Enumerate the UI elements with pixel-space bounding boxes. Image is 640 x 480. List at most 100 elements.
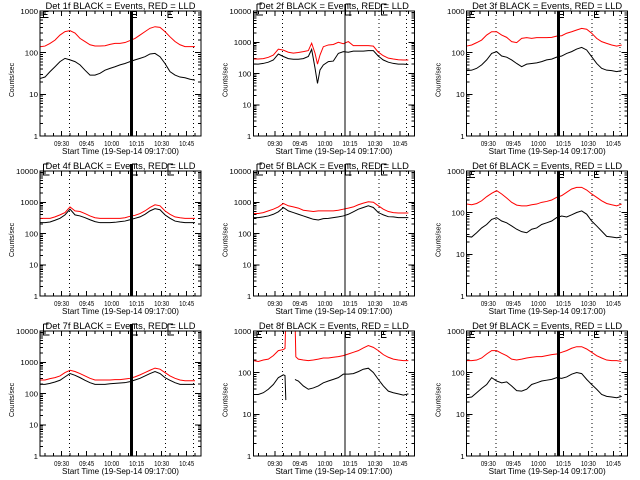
x-axis-label: Start Time (19-Sep-14 09:17:00) (489, 307, 606, 316)
y-axis-label: Counts/sec (7, 383, 16, 417)
x-tick-label: 10:30 (581, 139, 596, 148)
flag-marker (43, 323, 50, 336)
flag-marker (345, 3, 352, 16)
y-tick-label: 10 (243, 261, 252, 270)
y-tick-label: 1 (247, 452, 251, 461)
series-events-line (40, 52, 196, 81)
y-tick-label: 1000 (447, 7, 465, 16)
x-tick-label: 09:45 (293, 459, 308, 468)
plot-frame (466, 330, 629, 457)
x-tick-label: 09:45 (79, 459, 94, 468)
y-tick-label: 1000 (234, 38, 252, 47)
y-axis-label: Counts/sec (7, 223, 16, 257)
series-lld-line (40, 26, 195, 48)
chart-title: Det 6f BLACK = Events, RED = LLD (472, 161, 623, 171)
panel-9: Det 9f BLACK = Events, RED = LLD 1 10 100 10… (434, 321, 629, 476)
x-tick-label: 10:30 (154, 299, 169, 308)
y-axis-label: Counts/sec (220, 223, 229, 257)
panel-6: Det 6f BLACK = Events, RED = LLD 1 10 100 10… (434, 161, 629, 316)
y-tick-label: 10000 (16, 327, 38, 336)
chart-title: Det 3f BLACK = Events, RED = LLD (472, 1, 623, 11)
y-tick-label: 1000 (234, 327, 252, 336)
x-axis-label: Start Time (19-Sep-14 09:17:00) (62, 147, 179, 156)
panel-3: Det 3f BLACK = Events, RED = LLD 1 10 100 10… (434, 1, 629, 156)
panel-8: Det 8f BLACK = Events, RED = LLD 1 10 100 10… (220, 321, 415, 476)
panel-7: Det 7f BLACK = Events, RED = LLD 1 10 100 10… (7, 321, 202, 476)
x-tick-label: 10:45 (606, 299, 621, 308)
x-tick-label: 09:45 (293, 299, 308, 308)
y-tick-label: 10 (29, 261, 38, 270)
y-tick-label: 10 (456, 90, 465, 99)
x-axis-label: Start Time (19-Sep-14 09:17:00) (275, 147, 392, 156)
series-events-line (253, 367, 409, 401)
y-tick-label: 100 (451, 368, 464, 377)
y-tick-label: 1000 (447, 167, 465, 176)
x-tick-label: 09:30 (481, 459, 496, 468)
y-axis-label: Counts/sec (434, 63, 443, 97)
x-tick-label: 09:45 (506, 459, 521, 468)
plot-data-area (253, 331, 409, 401)
x-tick-label: 09:30 (481, 299, 496, 308)
plot-data-area (466, 186, 622, 239)
x-tick-label: 10:45 (179, 139, 194, 148)
y-axis-label: Counts/sec (7, 63, 16, 97)
x-axis-label: Start Time (19-Sep-14 09:17:00) (275, 307, 392, 316)
y-tick-label: 10000 (16, 167, 38, 176)
plot-data-area (253, 201, 409, 221)
x-tick-label: 10:00 (104, 139, 119, 148)
x-tick-label: 09:30 (54, 299, 69, 308)
series-lld-line (253, 201, 409, 215)
x-axis-label: Start Time (19-Sep-14 09:17:00) (489, 467, 606, 476)
y-tick-label: 100 (238, 229, 251, 238)
panel-1: Det 1f BLACK = Events, RED = LLD 1 10 100 10… (7, 1, 202, 156)
flag-marker (380, 3, 388, 16)
y-tick-label: 10 (243, 101, 252, 110)
flag-marker (256, 3, 263, 16)
y-tick-label: 1 (34, 452, 38, 461)
x-tick-label: 09:45 (79, 299, 94, 308)
x-tick-label: 10:15 (343, 459, 358, 468)
plot-data-area (466, 27, 622, 73)
series-events-line (466, 46, 622, 73)
series-lld-line (466, 186, 622, 207)
plot-frame (39, 170, 202, 297)
series-lld-line (40, 204, 195, 219)
x-tick-label: 10:15 (556, 299, 571, 308)
plot-data-area (466, 346, 622, 399)
y-tick-label: 1000 (20, 198, 38, 207)
flag-marker (345, 163, 352, 176)
plot-frame (39, 10, 202, 137)
chart-title: Det 4f BLACK = Events, RED = LLD (46, 161, 197, 171)
x-tick-label: 10:30 (154, 139, 169, 148)
plot-data-area (253, 41, 409, 84)
x-tick-label: 10:45 (606, 459, 621, 468)
y-tick-label: 1000 (234, 198, 252, 207)
series-events-line (253, 47, 409, 84)
y-tick-label: 10 (29, 90, 38, 99)
x-tick-label: 09:30 (268, 459, 283, 468)
series-lld-line (466, 346, 622, 362)
x-tick-label: 10:45 (179, 459, 194, 468)
y-tick-label: 100 (25, 389, 38, 398)
x-tick-label: 10:15 (129, 299, 144, 308)
x-tick-label: 10:30 (581, 459, 596, 468)
flag-marker (167, 323, 174, 336)
flag-marker (380, 163, 388, 176)
y-tick-label: 1 (460, 292, 464, 301)
x-tick-label: 10:15 (343, 139, 358, 148)
x-tick-label: 09:45 (79, 139, 94, 148)
flag-marker (131, 323, 139, 336)
y-axis-label: Counts/sec (220, 63, 229, 97)
series-lld-line (253, 331, 409, 362)
x-tick-label: 10:30 (368, 459, 383, 468)
y-tick-label: 1 (247, 132, 251, 141)
y-tick-label: 10 (456, 250, 465, 259)
panel-4: Det 4f BLACK = Events, RED = LLD 1 10 100 10… (7, 161, 202, 316)
x-tick-label: 09:30 (268, 299, 283, 308)
y-tick-label: 10 (243, 410, 252, 419)
chart-title: Det 1f BLACK = Events, RED = LLD (46, 1, 197, 11)
x-tick-label: 09:45 (506, 299, 521, 308)
x-tick-label: 10:45 (179, 299, 194, 308)
chart-title: Det 7f BLACK = Events, RED = LLD (46, 321, 197, 331)
